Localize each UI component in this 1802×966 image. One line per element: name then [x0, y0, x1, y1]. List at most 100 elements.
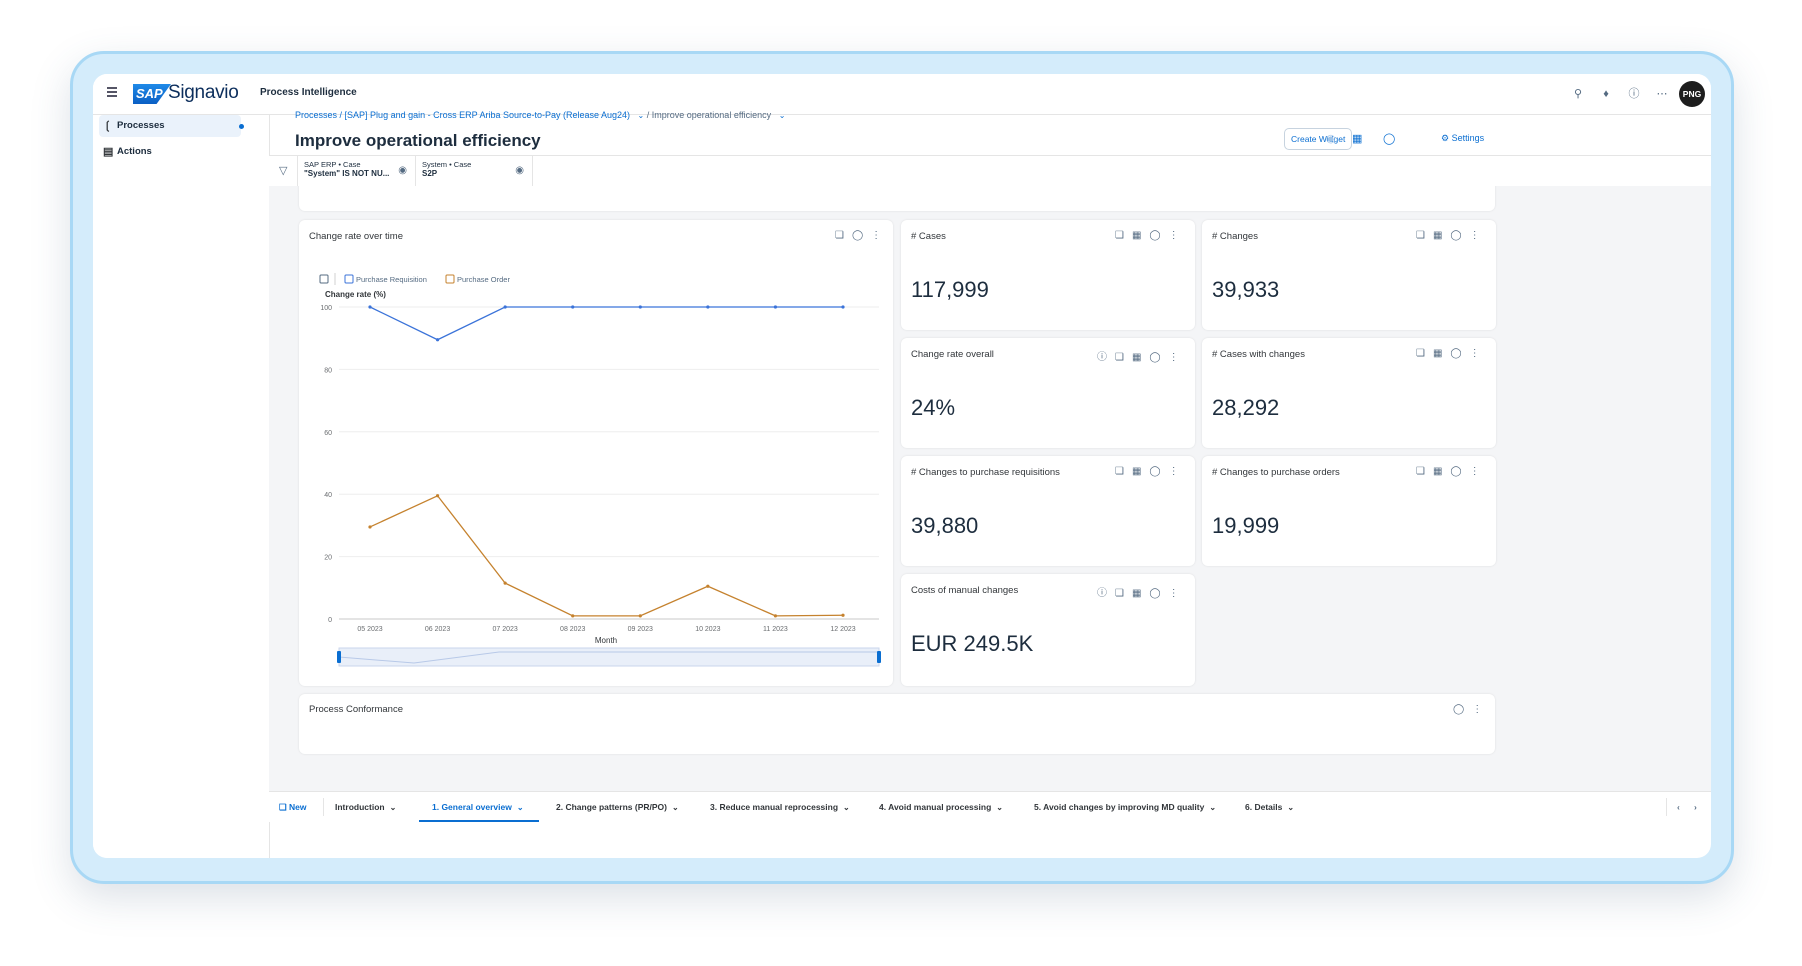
settings-button[interactable]: ⚙ Settings: [1441, 133, 1484, 144]
more-icon[interactable]: ⋮: [1469, 230, 1480, 241]
tab-change-patterns[interactable]: 2. Change patterns (PR/PO) ⌄: [556, 792, 679, 822]
chevron-down-icon[interactable]: ⌄: [637, 111, 645, 120]
sidebar-item-processes[interactable]: ❲ Processes: [99, 115, 244, 137]
data-point[interactable]: [503, 305, 507, 309]
copy-icon[interactable]: ❏: [1416, 230, 1425, 241]
calendar-icon[interactable]: ▦: [1432, 466, 1443, 477]
data-point[interactable]: [841, 305, 845, 309]
x-tick-label: 08 2023: [560, 626, 585, 633]
data-point[interactable]: [638, 305, 642, 309]
series-line-1[interactable]: [369, 494, 844, 617]
chevron-right-icon[interactable]: ›: [1694, 802, 1697, 812]
help-icon[interactable]: ⓘ: [1628, 88, 1640, 100]
lightbulb-icon[interactable]: ◯: [1450, 230, 1462, 241]
lightbulb-icon[interactable]: ◯: [1149, 466, 1161, 477]
tab-details[interactable]: 6. Details ⌄: [1245, 792, 1294, 822]
data-point[interactable]: [368, 525, 372, 529]
filter-funnel-icon[interactable]: ▽: [279, 165, 288, 177]
breadcrumb-process[interactable]: / [SAP] Plug and gain - Cross ERP Ariba …: [339, 110, 631, 120]
copy-icon[interactable]: ❏: [1416, 466, 1425, 477]
data-point[interactable]: [435, 494, 440, 498]
eye-icon[interactable]: ◉: [1326, 133, 1336, 145]
lightbulb-icon[interactable]: ◯: [1149, 352, 1161, 363]
grid-icon[interactable]: ⋯: [1656, 88, 1668, 100]
hamburger-menu-icon[interactable]: [107, 87, 117, 97]
data-point[interactable]: [368, 305, 372, 309]
copy-icon[interactable]: ❏: [1115, 588, 1124, 599]
calendar-icon[interactable]: ▦: [1432, 230, 1443, 241]
calendar-icon[interactable]: ▦: [1131, 588, 1142, 599]
more-icon[interactable]: ⋮: [1168, 588, 1179, 599]
more-icon[interactable]: ⋮: [871, 230, 882, 241]
info-icon[interactable]: ⓘ: [1097, 588, 1107, 599]
data-point[interactable]: [435, 338, 440, 342]
info-icon[interactable]: ⓘ: [1097, 352, 1107, 363]
tab-avoid-changes-md-quality[interactable]: 5. Avoid changes by improving MD quality…: [1034, 792, 1216, 822]
more-icon[interactable]: ⋮: [1168, 352, 1179, 363]
range-slider-handle-left[interactable]: [337, 651, 341, 663]
tab-general-overview[interactable]: 1. General overview ⌄: [419, 792, 539, 822]
sidebar-item-actions[interactable]: ▤ Actions: [99, 141, 241, 163]
legend-checkbox-order[interactable]: [445, 274, 455, 284]
bell-icon[interactable]: ♦: [1603, 88, 1609, 100]
tab-reduce-manual-reprocessing[interactable]: 3. Reduce manual reprocessing ⌄: [710, 792, 850, 822]
lightbulb-icon[interactable]: ◯: [1450, 348, 1462, 359]
range-slider-handle-right[interactable]: [877, 651, 881, 663]
chart-card: Change rate over time ❏ ◯ ⋮ Purchase Requi…: [299, 220, 893, 686]
legend-checkbox-requisition[interactable]: [344, 274, 354, 284]
tab-avoid-manual-processing[interactable]: 4. Avoid manual processing ⌄: [879, 792, 1003, 822]
copy-icon[interactable]: ❏: [1115, 352, 1124, 363]
search-icon[interactable]: ⚲: [1573, 88, 1583, 100]
lightbulb-icon[interactable]: ◯: [1383, 133, 1396, 145]
signavio-logo-text: Signavio: [168, 82, 239, 103]
lightbulb-icon[interactable]: ◯: [1453, 704, 1465, 715]
calendar-icon[interactable]: ▦: [1352, 133, 1363, 145]
data-point[interactable]: [773, 305, 778, 309]
series-line-0[interactable]: [369, 306, 843, 341]
copy-icon[interactable]: ❏: [1416, 348, 1425, 359]
data-point[interactable]: [841, 613, 845, 617]
more-icon[interactable]: ⋮: [1168, 230, 1179, 241]
calendar-icon[interactable]: ▦: [1131, 352, 1142, 363]
y-axis-label: Change rate (%): [325, 290, 386, 299]
new-tab-button[interactable]: ❏ New: [279, 792, 306, 822]
eye-icon[interactable]: ◉: [398, 165, 407, 176]
data-point[interactable]: [503, 581, 507, 585]
chevron-down-icon[interactable]: ⌄: [778, 111, 786, 120]
x-tick-label: 07 2023: [492, 626, 517, 633]
data-point[interactable]: [706, 584, 710, 588]
new-tab-label: New: [289, 802, 307, 812]
legend-select-all-checkbox[interactable]: [319, 274, 329, 284]
copy-icon[interactable]: ❏: [1115, 230, 1124, 241]
data-point[interactable]: [571, 614, 575, 618]
data-point[interactable]: [571, 305, 575, 309]
tab-introduction[interactable]: Introduction ⌄: [335, 792, 396, 822]
lightbulb-icon[interactable]: ◯: [1450, 466, 1462, 477]
lightbulb-icon[interactable]: ◯: [851, 230, 864, 241]
data-point[interactable]: [773, 614, 778, 618]
create-widget-button[interactable]: Create Widget: [1284, 128, 1353, 150]
lightbulb-icon[interactable]: ◯: [1149, 230, 1161, 241]
copy-icon[interactable]: ❏: [1115, 466, 1124, 477]
tab-label: Introduction: [335, 802, 385, 812]
filter-chip[interactable]: System • Case S2P ◉: [415, 156, 533, 186]
more-icon[interactable]: ⋮: [1472, 704, 1483, 715]
lightbulb-icon[interactable]: ◯: [1149, 588, 1161, 599]
more-icon[interactable]: ⋮: [1469, 348, 1480, 359]
range-slider-track[interactable]: [338, 647, 880, 667]
chevron-left-icon[interactable]: ‹: [1677, 802, 1680, 812]
breadcrumb-processes[interactable]: Processes: [295, 110, 338, 120]
eye-icon[interactable]: ◉: [515, 165, 524, 176]
data-point[interactable]: [706, 305, 710, 309]
filter-chip[interactable]: SAP ERP • Case "System" IS NOT NU... ◉: [297, 156, 415, 186]
app-window: SAP Signavio Process Intelligence ⚲ ♦ ⓘ …: [93, 74, 1711, 858]
calendar-icon[interactable]: ▦: [1432, 348, 1443, 359]
calendar-icon[interactable]: ▦: [1131, 230, 1142, 241]
x-axis-label: Month: [595, 636, 617, 645]
data-point[interactable]: [638, 614, 642, 618]
more-icon[interactable]: ⋮: [1168, 466, 1179, 477]
avatar[interactable]: PNG: [1679, 81, 1705, 107]
copy-icon[interactable]: ❏: [835, 230, 844, 241]
more-icon[interactable]: ⋮: [1469, 466, 1480, 477]
calendar-icon[interactable]: ▦: [1131, 466, 1142, 477]
